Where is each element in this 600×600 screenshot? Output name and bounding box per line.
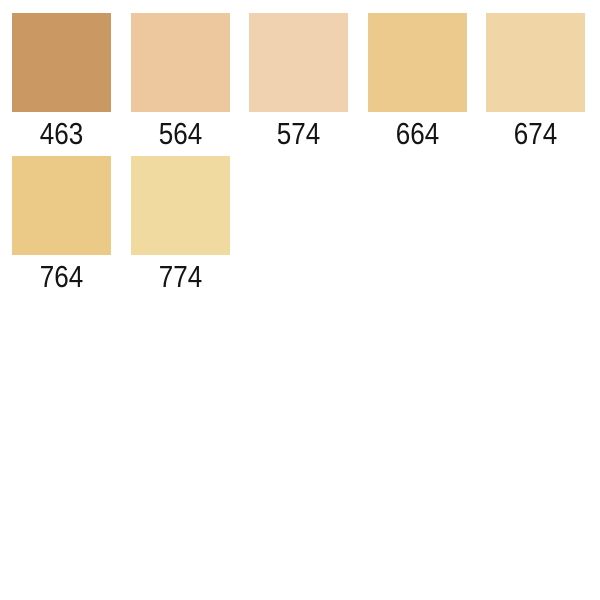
shade-swatch-463[interactable] [12, 13, 111, 112]
shade-swatch-674[interactable] [486, 13, 585, 112]
shade-swatch-564[interactable] [130, 13, 230, 112]
shade-option-774[interactable]: 774 [130, 156, 230, 299]
shade-option-564[interactable]: 564 [130, 13, 230, 156]
shade-code-label: 774 [158, 259, 202, 294]
shade-code-label: 674 [513, 116, 558, 151]
shade-option-664[interactable]: 664 [367, 13, 467, 156]
shade-code-label: 564 [158, 116, 202, 151]
shade-code-label: 463 [39, 116, 84, 151]
shade-code-label: 664 [395, 116, 439, 151]
shade-option-574[interactable]: 574 [249, 13, 348, 156]
shade-option-463[interactable]: 463 [12, 13, 111, 156]
shade-swatch-774[interactable] [130, 156, 230, 255]
shade-swatch-574[interactable] [249, 13, 348, 112]
shade-swatch-664[interactable] [367, 13, 467, 112]
shade-code-label: 764 [39, 259, 84, 294]
shade-option-674[interactable]: 674 [486, 13, 585, 156]
shade-code-label: 574 [276, 116, 321, 151]
shade-option-764[interactable]: 764 [12, 156, 111, 299]
shade-palette: 463 564 574 664 674 764 774 [0, 0, 600, 299]
shade-swatch-764[interactable] [12, 156, 111, 255]
